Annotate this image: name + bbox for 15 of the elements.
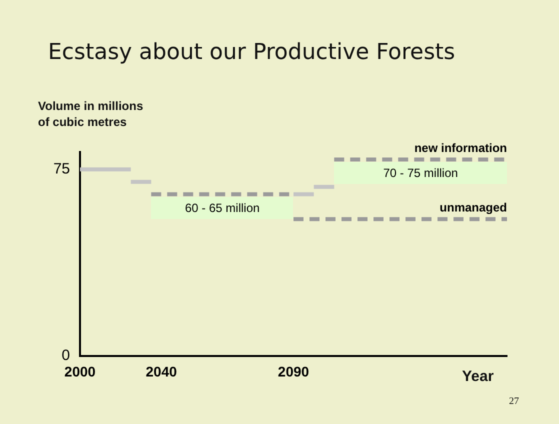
- y-tick-label: 0: [62, 347, 70, 364]
- y-axis-title: Volume in millions of cubic metres: [38, 98, 144, 130]
- chart-title: Ecstasy about our Productive Forests: [48, 40, 456, 65]
- annotation: 60 - 65 million: [184, 201, 260, 216]
- y-tick-label: 75: [53, 160, 70, 178]
- x-tick-label: 2090: [278, 363, 310, 380]
- series-label: unmanaged: [440, 200, 507, 214]
- annotation: 70 - 75 million: [383, 166, 458, 180]
- series-label: new information: [414, 140, 507, 155]
- x-tick-label: 2000: [64, 363, 96, 380]
- label-box: 70 - 75 million: [334, 162, 507, 184]
- x-tick-label: 2040: [146, 363, 178, 380]
- text: 27: [509, 396, 519, 407]
- x-axis-title: Year: [462, 368, 494, 385]
- label-box: 60 - 65 million: [151, 197, 294, 220]
